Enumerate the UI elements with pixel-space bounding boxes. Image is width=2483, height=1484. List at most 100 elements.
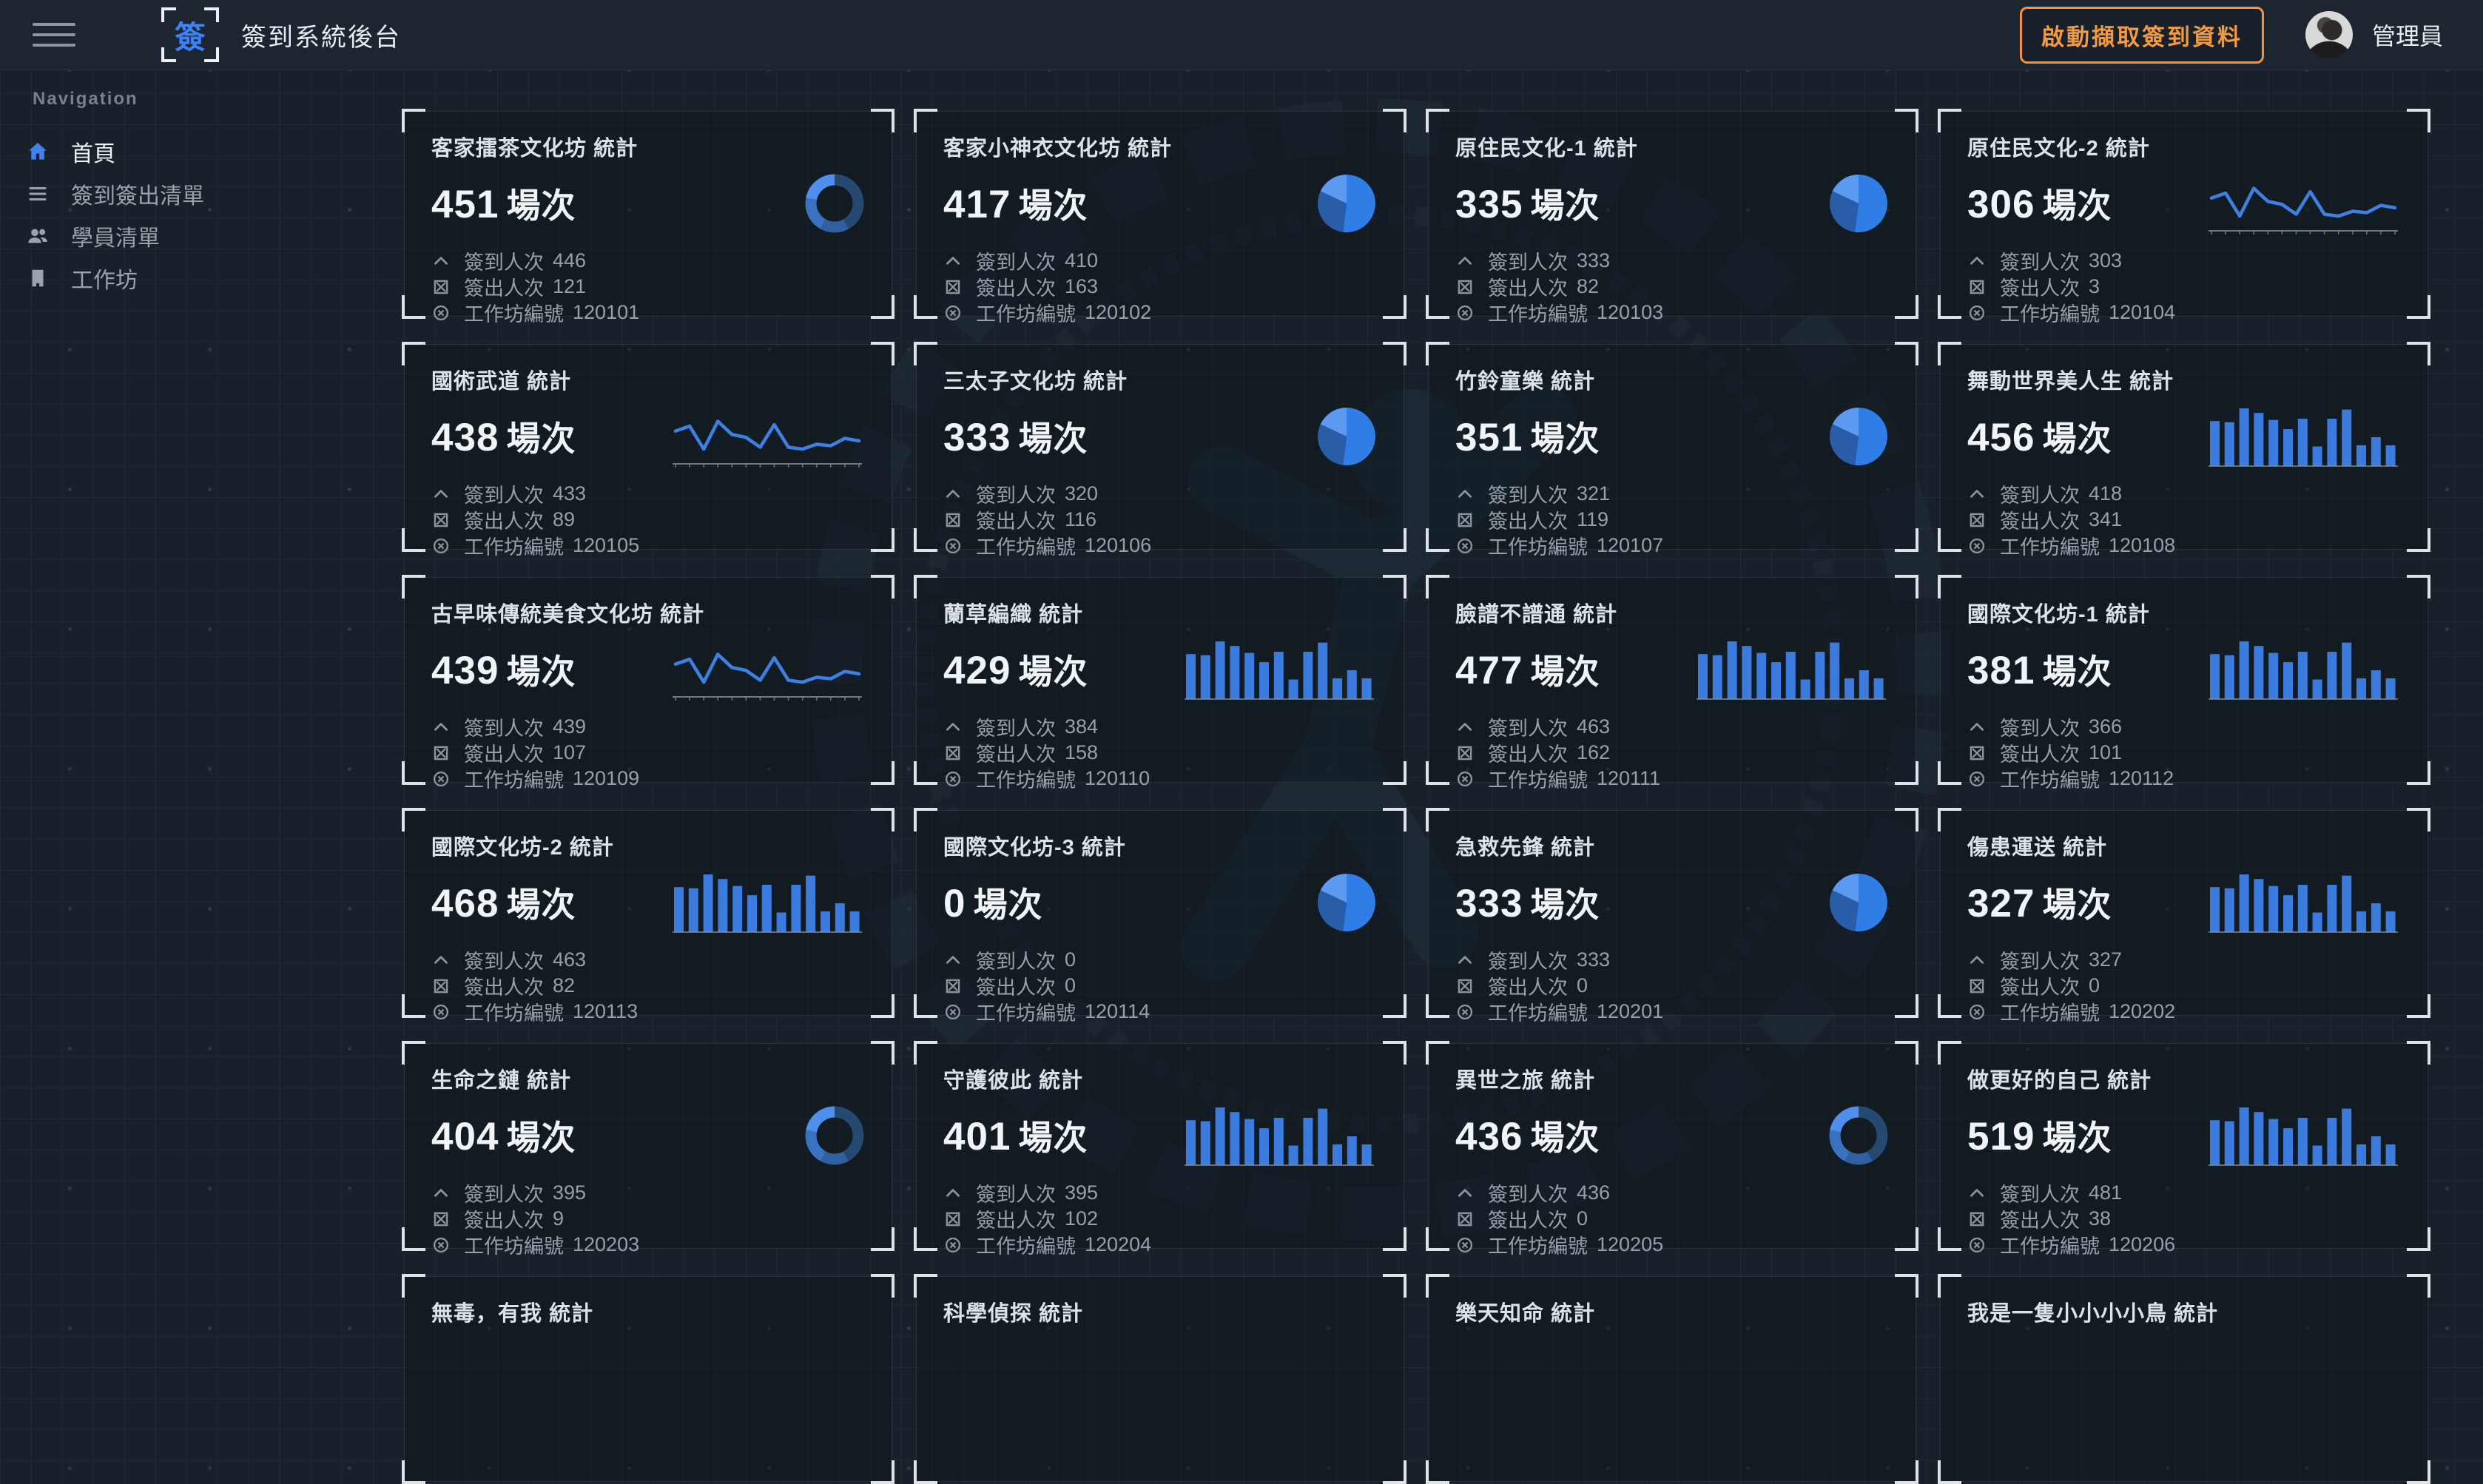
workshop-stat-card: 原住民文化-2 統計 306 場次 簽到人次 303 簽出人次 3 工作坊編號 1201… [1938, 109, 2430, 326]
workshop-stat-card: 急救先鋒 統計 333 場次 簽到人次 333 簽出人次 0 工作坊編號 120201 [1426, 808, 1918, 1025]
checkin-stat: 簽到人次 333 [1455, 947, 1889, 973]
checkout-stat: 簽出人次 9 [431, 1206, 865, 1232]
workshop-id-stat: 工作坊編號 120107 [1455, 533, 1889, 559]
sidebar-navigation: Navigation 首頁 簽到簽出清單 學員清單 工作坊 [0, 70, 404, 1338]
checkin-stat: 簽到人次 366 [1967, 714, 2401, 740]
pie-chart [1828, 406, 1889, 467]
sessions-count: 333 場次 [943, 416, 1088, 459]
workshop-stat-card: 生命之鏈 統計 404 場次 簽到人次 395 簽出人次 9 工作坊編號 120203 [402, 1041, 895, 1258]
sessions-count: 436 場次 [1455, 1115, 1600, 1158]
sidebar-item-checkin-list[interactable]: 簽到簽出清單 [0, 172, 404, 215]
card-title: 原住民文化-1 統計 [1455, 137, 1638, 161]
sessions-count: 0 場次 [943, 882, 1043, 925]
workshop-stat-card: 做更好的自己 統計 519 場次 簽到人次 481 簽出人次 38 工作坊編號 1202… [1938, 1041, 2430, 1258]
checkin-stat: 簽到人次 418 [1967, 481, 2401, 507]
workshop-stat-card-partial: 無毒，有我 統計 [402, 1274, 895, 1484]
circle-x-icon [943, 1235, 964, 1255]
top-navbar: 簽 簽到系統後台 啟動擷取簽到資料 管理員 [0, 0, 2483, 70]
checkout-stat: 簽出人次 341 [1967, 507, 2401, 533]
sidebar-item-students[interactable]: 學員清單 [0, 215, 404, 257]
sessions-count: 519 場次 [1967, 1115, 2112, 1158]
donut-chart [804, 173, 865, 234]
menu-icon[interactable] [33, 16, 75, 54]
chevron-up-icon [1967, 950, 1988, 971]
box-x-icon [431, 1209, 452, 1230]
card-title: 國際文化坊-2 統計 [431, 836, 614, 860]
workshop-id-stat: 工作坊編號 120105 [431, 533, 865, 559]
card-title: 守護彼此 統計 [943, 1069, 1084, 1093]
card-title: 無毒，有我 統計 [431, 1302, 594, 1326]
card-title: 竹鈴童樂 統計 [1455, 370, 1596, 394]
box-x-icon [431, 277, 452, 297]
user-name: 管理員 [2371, 23, 2443, 50]
workshop-id-stat: 工作坊編號 120106 [943, 533, 1377, 559]
sidebar-item-workshops[interactable]: 工作坊 [0, 257, 404, 299]
circle-x-icon [1967, 1235, 1988, 1255]
box-x-icon [1455, 277, 1476, 297]
circle-x-icon [1455, 303, 1476, 323]
sessions-count: 451 場次 [431, 183, 576, 226]
card-title: 原住民文化-2 統計 [1967, 137, 2150, 161]
circle-x-icon [1455, 536, 1476, 556]
sessions-count: 351 場次 [1455, 416, 1600, 459]
checkin-stat: 簽到人次 395 [943, 1180, 1377, 1206]
workshop-id-stat: 工作坊編號 120108 [1967, 533, 2401, 559]
checkin-stat: 簽到人次 439 [431, 714, 865, 740]
sessions-count: 439 場次 [431, 649, 576, 692]
checkout-stat: 簽出人次 82 [431, 973, 865, 999]
box-x-icon [943, 1209, 964, 1230]
building-icon [25, 266, 50, 291]
checkout-stat: 簽出人次 163 [943, 274, 1377, 300]
pie-chart [1828, 872, 1889, 933]
box-x-icon [1967, 976, 1988, 996]
checkout-stat: 簽出人次 0 [1455, 973, 1889, 999]
fetch-checkin-data-button[interactable]: 啟動擷取簽到資料 [2019, 6, 2264, 64]
checkout-stat: 簽出人次 162 [1455, 740, 1889, 766]
circle-x-icon [1455, 1002, 1476, 1022]
box-x-icon [1455, 976, 1476, 996]
card-title: 三太子文化坊 統計 [943, 370, 1128, 394]
circle-x-icon [1967, 769, 1988, 789]
workshop-stat-card: 國術武道 統計 438 場次 簽到人次 433 簽出人次 89 工作坊編號 120105 [402, 342, 895, 559]
workshop-stat-card: 傷患運送 統計 327 場次 簽到人次 327 簽出人次 0 工作坊編號 120202 [1938, 808, 2430, 1025]
cards-grid: 客家擂茶文化坊 統計 451 場次 簽到人次 446 簽出人次 121 工作坊編號 12… [402, 109, 2430, 1484]
chevron-up-icon [943, 484, 964, 505]
circle-x-icon [431, 769, 452, 789]
sessions-count: 401 場次 [943, 1115, 1088, 1158]
box-x-icon [1455, 743, 1476, 763]
box-x-icon [943, 510, 964, 530]
checkout-stat: 簽出人次 0 [943, 973, 1377, 999]
card-title: 科學偵探 統計 [943, 1302, 1084, 1326]
workshop-id-stat: 工作坊編號 120101 [431, 300, 865, 326]
bar-chart [1185, 1102, 1377, 1170]
logo-glyph: 簽 [174, 19, 206, 55]
checkin-stat: 簽到人次 0 [943, 947, 1377, 973]
checkin-stat: 簽到人次 436 [1455, 1180, 1889, 1206]
circle-x-icon [1967, 303, 1988, 323]
workshop-stat-card: 三太子文化坊 統計 333 場次 簽到人次 320 簽出人次 116 工作坊編號 120… [914, 342, 1406, 559]
workshop-stat-card: 國際文化坊-3 統計 0 場次 簽到人次 0 簽出人次 0 工作坊編號 120114 [914, 808, 1406, 1025]
workshop-id-stat: 工作坊編號 120110 [943, 766, 1377, 792]
app-logo: 簽 [161, 7, 219, 62]
checkout-stat: 簽出人次 0 [1455, 1206, 1889, 1232]
workshop-id-stat: 工作坊編號 120206 [1967, 1232, 2401, 1258]
card-title: 異世之旅 統計 [1455, 1069, 1596, 1093]
home-icon [25, 139, 50, 164]
sessions-count: 456 場次 [1967, 416, 2112, 459]
workshop-stat-card-partial: 樂天知命 統計 [1426, 1274, 1918, 1484]
user-avatar[interactable] [2305, 11, 2353, 58]
checkin-stat: 簽到人次 433 [431, 481, 865, 507]
workshop-stat-card: 蘭草編織 統計 429 場次 簽到人次 384 簽出人次 158 工作坊編號 12011… [914, 575, 1406, 792]
workshop-stat-card: 舞動世界美人生 統計 456 場次 簽到人次 418 簽出人次 341 工作坊編號 12… [1938, 342, 2430, 559]
workshop-id-stat: 工作坊編號 120113 [431, 999, 865, 1025]
sidebar-item-home[interactable]: 首頁 [0, 130, 404, 172]
card-title: 生命之鏈 統計 [431, 1069, 572, 1093]
workshop-id-stat: 工作坊編號 120202 [1967, 999, 2401, 1025]
box-x-icon [431, 743, 452, 763]
workshop-id-stat: 工作坊編號 120114 [943, 999, 1377, 1025]
checkout-stat: 簽出人次 102 [943, 1206, 1377, 1232]
sessions-count: 477 場次 [1455, 649, 1600, 692]
workshop-stat-card: 臉譜不譜通 統計 477 場次 簽到人次 463 簽出人次 162 工作坊編號 1201… [1426, 575, 1918, 792]
circle-x-icon [431, 536, 452, 556]
workshop-stat-card: 竹鈴童樂 統計 351 場次 簽到人次 321 簽出人次 119 工作坊編號 12010… [1426, 342, 1918, 559]
